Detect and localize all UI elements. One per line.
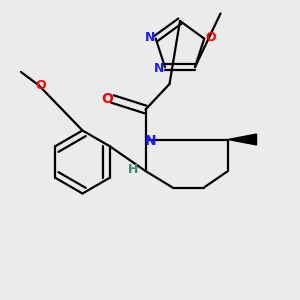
Text: H: H [128, 163, 139, 176]
Text: N: N [145, 134, 157, 148]
Text: O: O [206, 31, 216, 44]
Polygon shape [228, 134, 256, 145]
Text: N: N [145, 31, 155, 44]
Text: O: O [101, 92, 113, 106]
Text: O: O [35, 79, 46, 92]
Text: N: N [154, 62, 164, 75]
